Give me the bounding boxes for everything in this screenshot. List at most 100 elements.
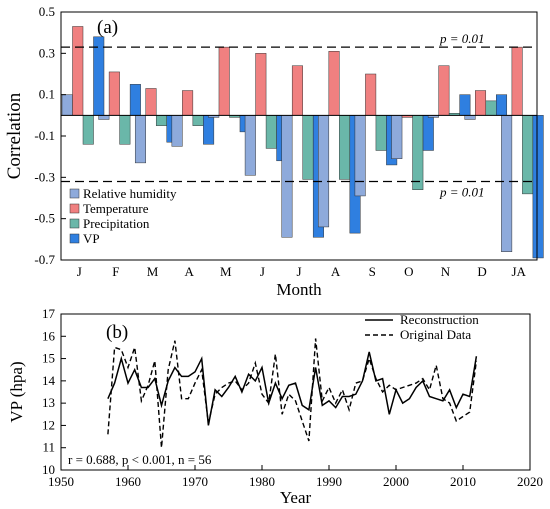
panel-b: 10 11 12 13 14 15 16 17 1950 1960 1970 1980 1990 200… [7, 306, 543, 507]
bar-precipitation [155, 115, 167, 126]
bar-precipitation [192, 115, 204, 126]
x-tick-label: A [184, 264, 194, 279]
bar-precipitation [119, 115, 131, 145]
legend-a: Relative humidityTemperaturePrecipitatio… [69, 186, 177, 246]
x-tick-label: 1970 [182, 474, 208, 489]
bar-relative-humidity [391, 115, 403, 159]
x-tick-label: F [112, 264, 119, 279]
x-tick-label: 1990 [316, 474, 342, 489]
bar-relative-humidity [171, 115, 183, 147]
x-tick-label: 1960 [115, 474, 141, 489]
y-tick-label: 15 [42, 351, 55, 366]
y-axis-title-b: VP (hpa) [7, 361, 26, 422]
bar-relative-humidity [318, 115, 330, 228]
bar-temperature [365, 73, 377, 116]
x-tick-label: JA [511, 264, 526, 279]
x-tick-label: N [441, 264, 451, 279]
y-tick-label: 11 [42, 440, 55, 455]
bar-temperature [291, 65, 303, 116]
x-tick-label: J [260, 264, 265, 279]
series-line-reconstruction [107, 351, 478, 426]
y-tick-label: 0.1 [39, 87, 55, 102]
y-tick-label: -0.1 [34, 128, 55, 143]
x-axis-title-b: Year [280, 488, 312, 507]
y-tick-label: 12 [42, 417, 55, 432]
bar-precipitation [339, 115, 351, 180]
bar-temperature [328, 51, 340, 116]
x-axis-a: J F M A M J J A S O N D JA [77, 264, 527, 279]
bar-vp [129, 84, 141, 116]
bar-temperature [145, 88, 157, 116]
legend-swatch [69, 203, 80, 214]
legend-swatch [69, 233, 80, 244]
legend-label: Precipitation [83, 216, 150, 231]
legend-label: VP [83, 231, 100, 246]
bar-relative-humidity [501, 115, 513, 252]
bar-precipitation [412, 115, 424, 190]
x-tick-label: 1950 [48, 474, 74, 489]
bar-temperature [438, 65, 450, 116]
bar-relative-humidity [281, 115, 293, 238]
y-tick-label: 10 [42, 462, 55, 477]
bar-relative-humidity [464, 115, 476, 120]
x-tick-label: 2020 [517, 474, 543, 489]
legend-label: Relative humidity [83, 186, 177, 201]
x-axis-b: 1950 1960 1970 1980 1990 2000 2010 2020 [48, 465, 543, 489]
x-tick-label: J [296, 264, 301, 279]
x-tick-label: J [77, 264, 82, 279]
bar-vp [93, 36, 105, 116]
panel-a-label: (a) [97, 17, 118, 38]
bar-relative-humidity [354, 115, 366, 197]
bar-precipitation [82, 115, 94, 145]
y-tick-label: 0.3 [39, 45, 55, 60]
y-tick-label: 13 [42, 395, 55, 410]
bar-vp [203, 115, 215, 145]
series-line-original-data [107, 338, 478, 448]
panel-a: p = 0.01 p = 0.01 -0.7 -0.5 -0.3 -0.1 0.1 0.3… [4, 4, 544, 299]
panel-b-label: (b) [106, 322, 128, 343]
x-tick-label: 2010 [450, 474, 476, 489]
bar-temperature [511, 46, 523, 116]
y-tick-label: -0.5 [34, 211, 55, 226]
x-tick-label: O [404, 264, 413, 279]
legend-swatch [69, 218, 80, 229]
legend-label: Temperature [83, 201, 149, 216]
bar-temperature [72, 26, 84, 116]
y-axis-b: 10 11 12 13 14 15 16 17 [42, 306, 66, 477]
y-axis-a: -0.7 -0.5 -0.3 -0.1 0.1 0.3 0.5 [34, 4, 66, 267]
x-tick-label: D [477, 264, 486, 279]
bar-vp [459, 94, 471, 116]
y-tick-label: 16 [42, 328, 56, 343]
bar-relative-humidity [98, 115, 110, 120]
bar-vp [496, 94, 508, 116]
plot-area-b [60, 313, 531, 471]
bar-vp [422, 115, 434, 151]
bar-temperature [182, 90, 194, 116]
bar-temperature [475, 90, 487, 116]
significance-label-upper: p = 0.01 [439, 31, 485, 46]
bar-precipitation [485, 100, 497, 116]
x-tick-label: 2000 [383, 474, 409, 489]
bar-precipitation [265, 115, 277, 149]
bar-relative-humidity [61, 94, 73, 116]
y-tick-label: -0.7 [34, 252, 55, 267]
statistics-annotation: r = 0.688, p < 0.001, n = 56 [68, 452, 212, 467]
bar-temperature [108, 71, 120, 116]
x-tick-label: M [220, 264, 232, 279]
legend-label: Reconstruction [400, 312, 479, 327]
bar-relative-humidity [244, 115, 256, 176]
bar-precipitation [302, 115, 314, 180]
legend-swatch [69, 188, 80, 199]
x-axis-title-a: Month [276, 280, 322, 299]
x-tick-label: 1980 [249, 474, 275, 489]
significance-label-lower: p = 0.01 [439, 184, 485, 199]
bar-group [61, 26, 544, 259]
bar-precipitation [375, 115, 387, 151]
bar-vp [532, 115, 544, 259]
x-tick-label: S [369, 264, 376, 279]
bar-temperature [255, 53, 267, 116]
bar-temperature [218, 46, 230, 116]
y-tick-label: -0.3 [34, 169, 55, 184]
